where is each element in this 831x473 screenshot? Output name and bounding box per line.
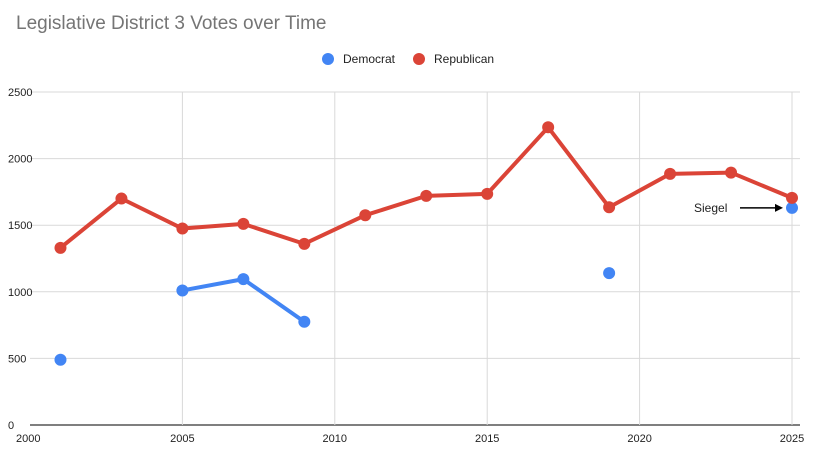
- x-tick-label: 2025: [780, 433, 804, 445]
- legend-swatch-republican: [413, 53, 425, 65]
- democrat-point: [54, 353, 67, 366]
- republican-point: [359, 209, 372, 222]
- democrat-line: [180, 277, 307, 324]
- republican-point: [603, 201, 616, 214]
- y-tick-label: 1000: [8, 287, 32, 299]
- legend: Democrat Republican: [0, 52, 831, 70]
- republican-point: [542, 121, 555, 134]
- x-tick-label: 2005: [170, 433, 194, 445]
- republican-point: [237, 217, 250, 230]
- x-tick-label: 2020: [627, 433, 651, 445]
- y-tick-label: 500: [8, 353, 26, 365]
- x-tick-label: 2015: [475, 433, 499, 445]
- annotation-label: Siegel: [694, 201, 727, 215]
- chart-title: Legislative District 3 Votes over Time: [16, 13, 327, 34]
- democrat-point: [237, 273, 250, 286]
- republican-point: [54, 241, 67, 254]
- legend-item-republican[interactable]: Republican: [413, 52, 494, 66]
- republican-point: [176, 222, 189, 235]
- democrat-point: [786, 201, 798, 214]
- democrat-point: [298, 315, 311, 328]
- democrat-point: [603, 267, 616, 280]
- y-tick-label: 2000: [8, 154, 32, 166]
- legend-item-democrat[interactable]: Democrat: [322, 52, 395, 66]
- republican-point: [420, 189, 433, 202]
- republican-point: [298, 237, 311, 250]
- democrat-point: [176, 284, 189, 297]
- legend-swatch-democrat: [322, 53, 334, 65]
- republican-point: [786, 191, 798, 204]
- legend-label-republican: Republican: [434, 52, 495, 66]
- x-tick-label: 2010: [323, 433, 347, 445]
- republican-point: [664, 167, 677, 180]
- y-tick-label: 0: [8, 420, 14, 432]
- y-tick-label: 2500: [8, 87, 32, 99]
- x-tick-label: 2000: [16, 433, 40, 445]
- republican-point: [481, 187, 494, 200]
- legend-label-democrat: Democrat: [343, 52, 396, 66]
- republican-point: [115, 192, 128, 205]
- annotation-arrowhead: [775, 203, 783, 212]
- republican-point: [725, 166, 738, 179]
- republican-line: [58, 125, 794, 250]
- y-tick-label: 1500: [8, 220, 32, 232]
